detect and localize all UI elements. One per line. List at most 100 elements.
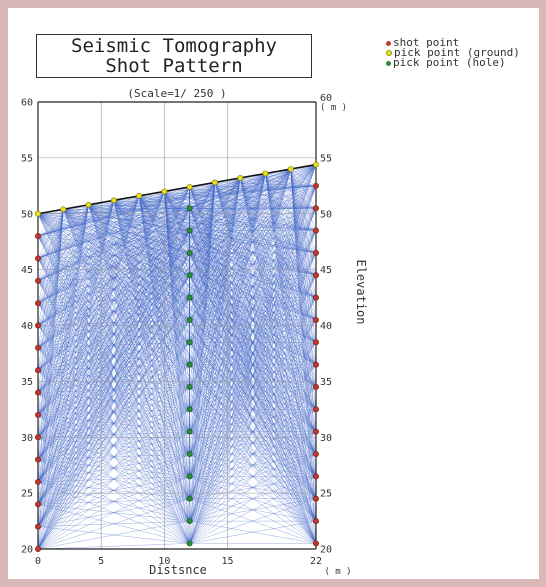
hole-point-3 [186, 272, 193, 279]
legend-item-pick-ground: pick point (ground) [386, 46, 520, 59]
shot-point-20 [313, 294, 319, 301]
legend-marker-shot-point [386, 40, 391, 46]
y-tick-right-35: 35 [320, 377, 332, 388]
shot-point-11 [35, 479, 41, 485]
hole-point-15 [186, 540, 193, 547]
seismic-chart: 20 25 30 35 40 45 50 55 60 20 25 30 35 40 45 50 55 60 0 5 10… [21, 87, 368, 577]
shot-point-15 [313, 182, 319, 189]
shot-point-13 [35, 523, 41, 530]
data-points [35, 161, 319, 552]
shot-point-24 [313, 384, 319, 390]
shot-point-2 [35, 277, 41, 284]
shot-point-5 [35, 344, 41, 351]
hole-point-14 [186, 518, 193, 525]
legend-item-pick-hole: pick point (hole) [386, 56, 520, 69]
y-tick-right-25: 25 [320, 489, 332, 500]
ground-point-3 [110, 197, 117, 204]
ground-point-9 [262, 170, 269, 177]
shot-point-29 [313, 495, 319, 502]
x-tick-5: 5 [98, 556, 104, 567]
legend-marker-pick-hole [386, 60, 391, 66]
chart-title-box: Seismic Tomography Shot Pattern [36, 34, 312, 78]
ground-point-6 [186, 183, 193, 190]
hole-point-13 [186, 495, 193, 502]
ground-point-8 [237, 175, 244, 181]
x-tick-0: 0 [35, 556, 41, 567]
y-tick-left-55: 55 [21, 153, 33, 164]
ground-point-1 [60, 206, 67, 213]
shot-point-31 [313, 540, 319, 547]
hole-point-4 [186, 294, 193, 301]
y-tick-left-50: 50 [21, 209, 33, 220]
legend-item-shot-point: shot point [386, 36, 520, 49]
ground-point-7 [211, 179, 218, 186]
shot-point-9 [35, 434, 41, 441]
shot-point-12 [35, 501, 41, 508]
shot-point-19 [313, 272, 319, 279]
shot-point-23 [313, 361, 319, 368]
hole-point-7 [186, 361, 193, 368]
shot-point-1 [35, 255, 41, 262]
shot-point-0 [35, 233, 41, 240]
y-tick-right-50: 50 [320, 209, 332, 220]
chart-title: Seismic Tomography [71, 35, 277, 57]
y-tick-right-40: 40 [320, 321, 332, 332]
chart-subtitle: Shot Pattern [105, 55, 243, 77]
ground-point-11 [313, 161, 319, 168]
x-tick-22: 22 [310, 556, 322, 567]
legend-label-shot-point: shot point [393, 36, 460, 49]
shot-point-25 [313, 406, 319, 413]
hole-point-11 [186, 451, 193, 457]
shot-point-30 [313, 518, 319, 525]
legend-label-pick-hole: pick point (hole) [393, 56, 506, 69]
x-axis-title: Distsnce [149, 563, 207, 577]
shot-point-27 [313, 451, 319, 457]
shot-point-10 [35, 456, 41, 463]
x-tick-15: 15 [222, 556, 234, 567]
ground-point-5 [161, 188, 168, 195]
legend-label-pick-ground: pick point (ground) [394, 46, 520, 59]
y-tick-left-20: 20 [21, 545, 33, 556]
scale-label: (Scale=1/ 250 ) [127, 87, 226, 100]
y-tick-left-45: 45 [21, 265, 33, 276]
ground-surface-line [37, 163, 317, 215]
shot-point-28 [313, 473, 319, 480]
shot-point-22 [313, 339, 319, 346]
y-tick-right-55: 55 [320, 153, 332, 164]
shot-point-17 [313, 227, 319, 234]
shot-point-8 [35, 411, 41, 418]
ray-lines [37, 164, 317, 550]
y-tick-right-30: 30 [320, 433, 332, 444]
grid-lines [38, 102, 316, 549]
y-tick-left-40: 40 [21, 321, 33, 332]
legend-marker-pick-ground [386, 50, 392, 56]
hole-point-12 [186, 473, 193, 480]
chart-frame: Seismic Tomography Shot Pattern shot poi… [8, 8, 539, 579]
ground-point-10 [287, 166, 294, 172]
x-axis-unit: ( m ) [324, 567, 351, 577]
y-axis-title: Elevation [354, 259, 368, 324]
y-axis-unit: ( m ) [320, 103, 347, 113]
tick-labels: 20 25 30 35 40 45 50 55 60 20 25 30 35 40 45 50 55 60 0 5 10… [21, 93, 332, 567]
shot-point-16 [313, 205, 319, 212]
hole-point-2 [186, 249, 193, 256]
ground-point-0 [35, 210, 41, 217]
hole-point-0 [186, 205, 193, 212]
y-tick-right-45: 45 [320, 265, 332, 276]
y-tick-right-20: 20 [320, 545, 332, 556]
hole-point-1 [186, 227, 193, 234]
legend: shot point pick point (ground) pick poin… [386, 36, 520, 69]
ground-point-4 [136, 192, 143, 199]
hole-point-9 [186, 406, 193, 413]
hole-point-10 [186, 428, 193, 435]
hole-point-6 [186, 339, 193, 346]
hole-point-5 [186, 316, 193, 323]
x-tick-10: 10 [158, 556, 170, 567]
shot-point-18 [313, 249, 319, 256]
shot-point-7 [35, 389, 41, 396]
shot-point-6 [35, 367, 41, 374]
y-tick-left-60: 60 [21, 98, 33, 109]
ray-paths [37, 164, 317, 550]
shot-point-26 [313, 428, 319, 435]
ground-point-2 [85, 201, 92, 208]
